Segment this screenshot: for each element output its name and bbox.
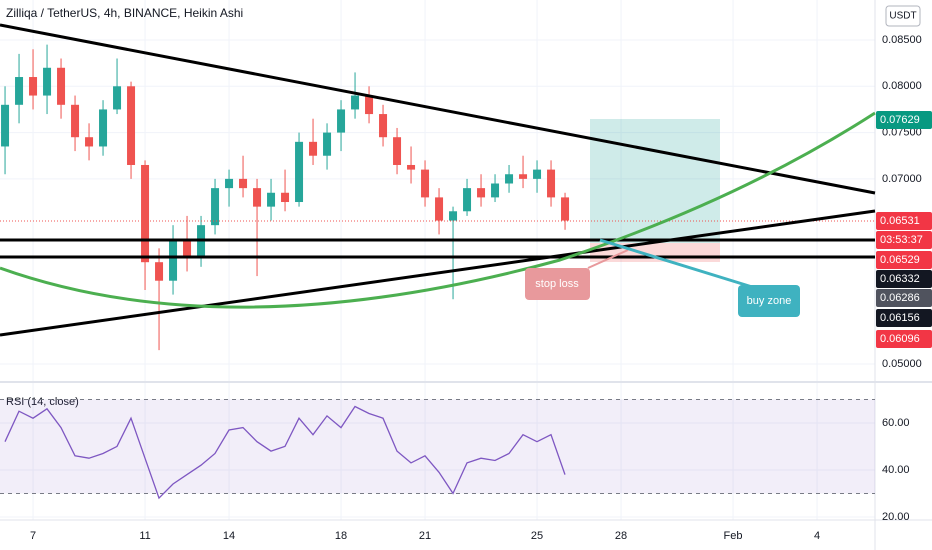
trend-line-lower[interactable] — [0, 209, 876, 337]
currency-button[interactable] — [885, 5, 921, 27]
candle-body — [547, 169, 556, 198]
price-tick-label: 0.07000 — [882, 173, 922, 185]
candle-body — [15, 77, 24, 105]
price-badge-label: 0.06531 — [880, 215, 920, 227]
candle-body — [267, 192, 276, 207]
price-tick-label: 0.08500 — [882, 34, 922, 46]
rsi-tick-label: 20.00 — [882, 511, 910, 523]
price-badge — [876, 270, 932, 288]
price-badge — [876, 231, 932, 249]
buy-zone-callout[interactable] — [738, 285, 800, 317]
candle-body — [71, 104, 80, 138]
candle-body — [519, 174, 528, 179]
price-badge — [876, 309, 932, 327]
candle-body — [169, 239, 178, 281]
candle-body — [85, 137, 94, 147]
time-tick-label: 7 — [30, 530, 36, 542]
rsi-title: RSI (14, close) — [6, 396, 79, 408]
candle-body — [57, 67, 66, 105]
candles — [1, 44, 570, 351]
stop-loss-callout[interactable] — [525, 268, 590, 300]
price-badge-label: 0.07629 — [880, 114, 920, 126]
candle-body — [239, 178, 248, 189]
price-badge — [876, 330, 932, 348]
price-badge-label: 03:53:37 — [880, 234, 923, 246]
candle-body — [295, 141, 304, 203]
candle-body — [141, 164, 150, 263]
candle-body — [435, 197, 444, 221]
candle-body — [533, 169, 542, 179]
candle-body — [463, 188, 472, 212]
time-tick-label: 18 — [335, 530, 347, 542]
callout-text: stop loss — [535, 278, 579, 290]
price-badge — [876, 111, 932, 129]
price-badge-label: 0.06529 — [880, 254, 920, 266]
callout-line — [599, 238, 763, 292]
price-tick-label: 0.07500 — [882, 126, 922, 138]
price-tick-label: 0.05000 — [882, 358, 922, 370]
candle-body — [449, 211, 458, 221]
price-badge — [876, 251, 932, 269]
candle-body — [561, 197, 570, 221]
time-tick-label: 28 — [615, 530, 627, 542]
candle-body — [183, 239, 192, 258]
price-tick-label: 0.08000 — [882, 80, 922, 92]
symbol-title: Zilliqa / TetherUS, 4h, BINANCE, Heikin … — [6, 6, 243, 20]
candle-body — [43, 67, 52, 96]
curve-drawing[interactable] — [0, 111, 876, 309]
time-tick-label: 11 — [139, 530, 150, 542]
rsi-tick-label: 60.00 — [882, 417, 910, 429]
candle-body — [351, 95, 360, 110]
candle-body — [407, 164, 416, 170]
candle-body — [323, 132, 332, 156]
candle-body — [127, 86, 136, 165]
time-tick-label: 4 — [814, 530, 820, 542]
candle-body — [29, 77, 38, 96]
candle-body — [379, 114, 388, 138]
candle-body — [155, 262, 164, 281]
price-badge-label: 0.06096 — [880, 333, 920, 345]
trend-line-upper[interactable] — [0, 23, 876, 195]
candle-body — [421, 169, 430, 198]
time-tick-label: 14 — [223, 530, 235, 542]
candle-body — [491, 183, 500, 198]
candle-body — [393, 137, 402, 165]
price-badge — [876, 212, 932, 230]
candle-body — [113, 86, 122, 110]
candle-body — [211, 188, 220, 226]
time-tick-label: Feb — [724, 530, 743, 542]
time-tick-label: 21 — [419, 530, 431, 542]
candle-body — [309, 141, 318, 156]
callout-line — [587, 249, 629, 269]
target-zone[interactable] — [590, 119, 720, 243]
candle-body — [365, 95, 374, 115]
rsi-tick-label: 40.00 — [882, 464, 910, 476]
callout-text: buy zone — [747, 295, 792, 307]
candle-body — [505, 174, 514, 184]
candle-body — [281, 192, 290, 203]
currency-label: USDT — [889, 11, 916, 22]
candle-body — [225, 178, 234, 189]
candle-body — [337, 109, 346, 133]
price-badge-label: 0.06286 — [880, 292, 920, 304]
price-badge — [876, 289, 932, 307]
candle-body — [477, 188, 486, 198]
price-badge-label: 0.06332 — [880, 273, 920, 285]
time-tick-label: 25 — [531, 530, 543, 542]
price-badge-label: 0.06156 — [880, 312, 920, 324]
rsi-line — [4, 405, 566, 500]
candle-body — [99, 109, 108, 147]
rsi-band — [0, 399, 875, 494]
candle-body — [253, 188, 262, 207]
candle-body — [1, 104, 10, 147]
